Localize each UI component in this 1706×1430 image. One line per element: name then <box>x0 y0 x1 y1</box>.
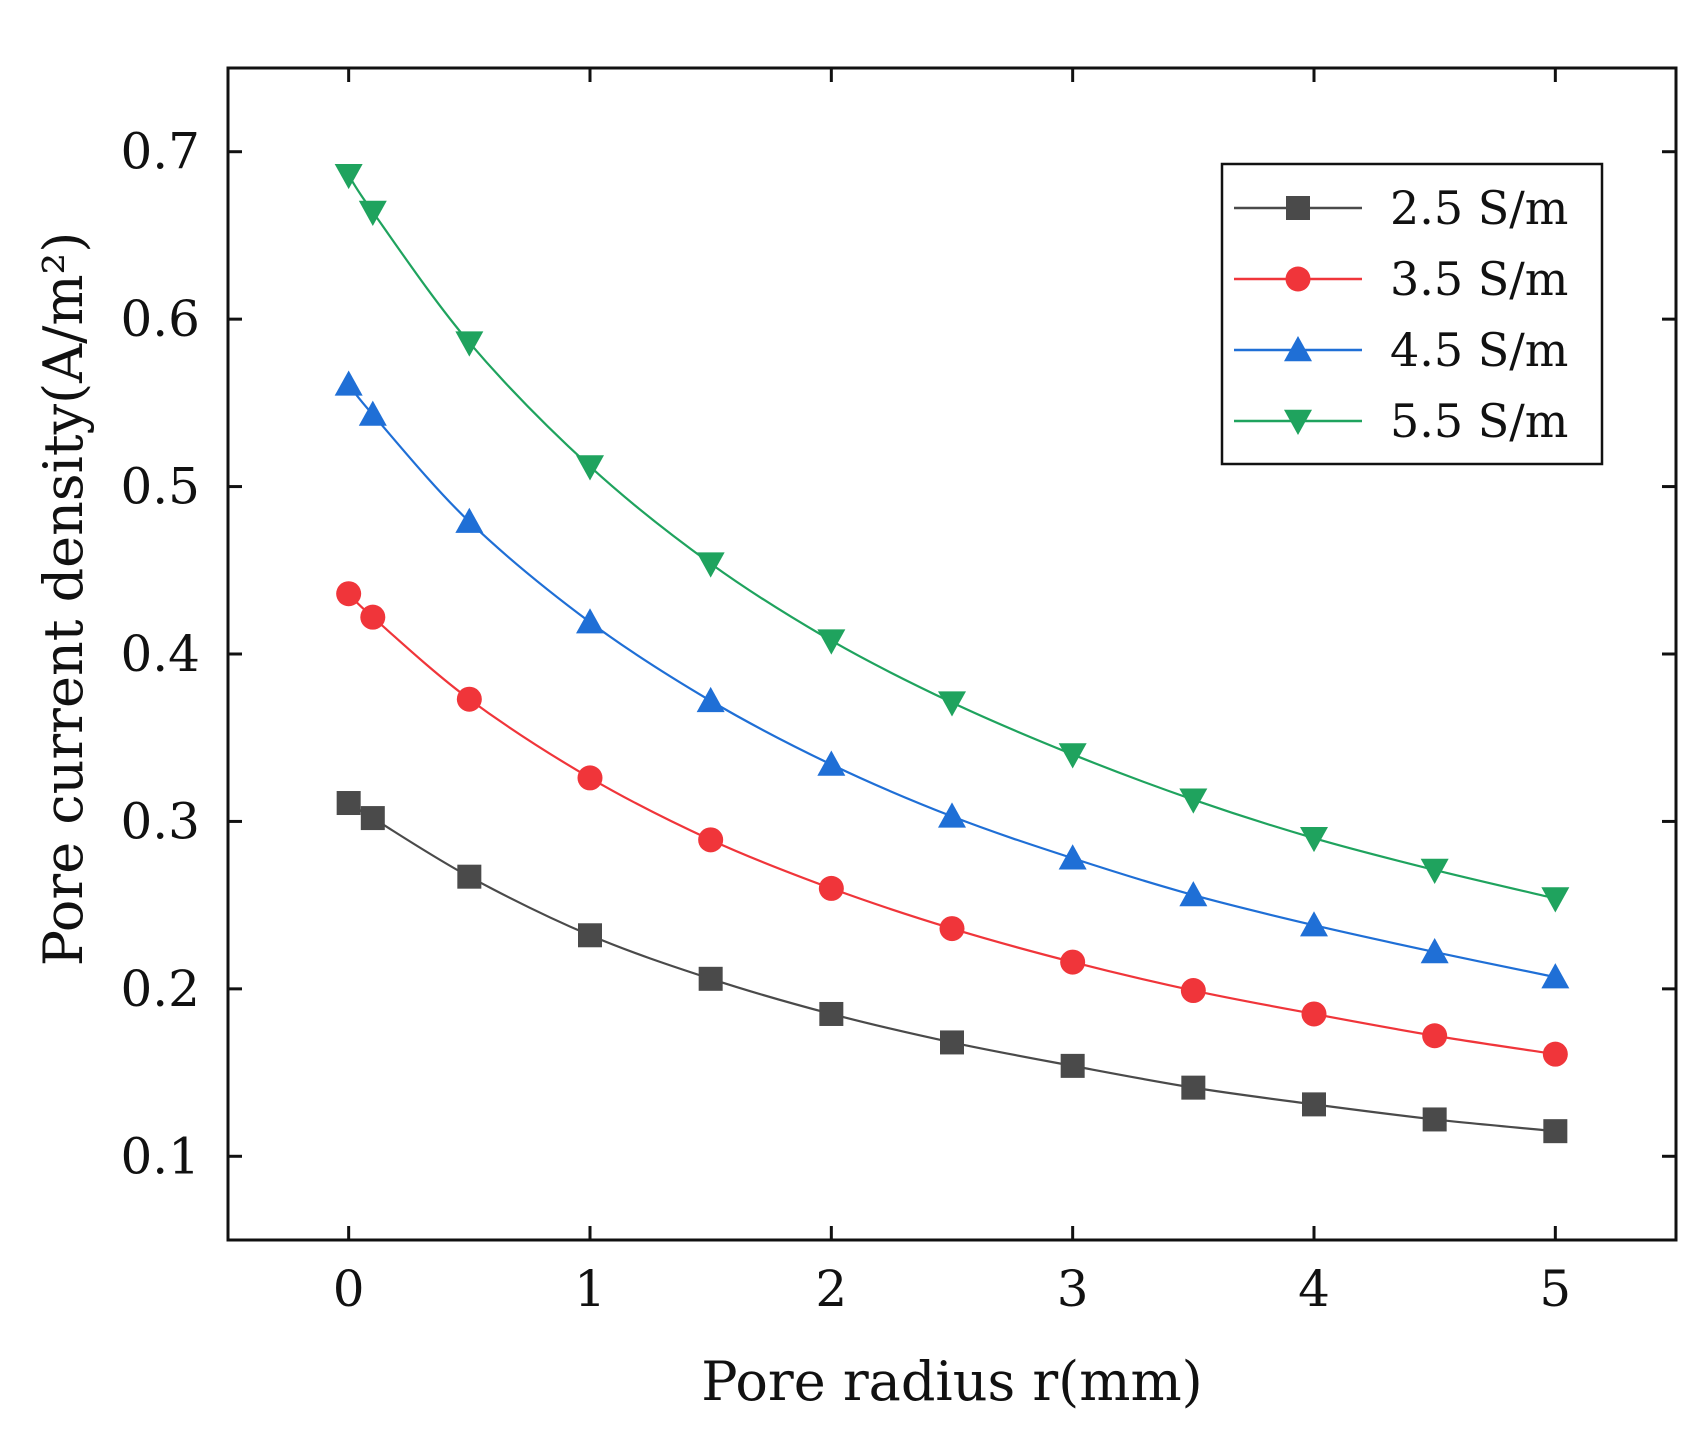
data-point <box>817 629 846 655</box>
series-4-5-s-m <box>334 370 1570 989</box>
series-3-5-s-m <box>336 581 1568 1067</box>
data-point <box>1058 743 1087 769</box>
data-point <box>456 686 482 712</box>
plot-area <box>334 163 1570 1144</box>
data-point <box>817 750 846 776</box>
data-point <box>578 923 602 948</box>
data-point <box>1541 887 1570 913</box>
legend-box <box>1220 162 1604 466</box>
data-point <box>1420 938 1449 964</box>
x-tick-label: 5 <box>1539 1260 1571 1318</box>
data-point <box>336 581 362 607</box>
data-point <box>1060 949 1086 975</box>
data-point <box>1422 1023 1448 1049</box>
data-point <box>696 552 725 578</box>
data-point <box>1302 1092 1326 1117</box>
data-point <box>1181 1075 1206 1100</box>
data-point <box>358 200 387 226</box>
data-point <box>1420 858 1449 884</box>
data-point <box>938 802 966 828</box>
y-tick-label: 0.5 <box>120 458 200 516</box>
data-point <box>1300 826 1328 853</box>
y-tick-label: 0.3 <box>120 792 200 850</box>
series-line <box>347 383 1556 979</box>
x-tick-label: 4 <box>1298 1260 1330 1318</box>
series-line <box>348 802 1556 1133</box>
x-tick-label: 3 <box>1057 1260 1089 1318</box>
data-point <box>1422 1107 1447 1132</box>
data-point <box>1060 1053 1085 1078</box>
data-point <box>939 916 965 942</box>
x-tick-label: 2 <box>815 1260 847 1318</box>
series-5-5-s-m <box>334 163 1570 913</box>
data-point <box>457 864 482 889</box>
data-point <box>334 163 363 190</box>
legend-label: 2.5 S/m <box>1390 181 1568 235</box>
y-tick-label: 0.6 <box>120 290 200 348</box>
legend-marker <box>1284 336 1312 362</box>
data-point <box>938 691 966 717</box>
data-point <box>1541 963 1570 989</box>
data-point <box>577 765 603 791</box>
data-point <box>1300 911 1328 937</box>
data-point <box>358 400 387 426</box>
data-point <box>698 966 723 991</box>
series-2-5-s-m <box>336 791 1568 1144</box>
legend-label: 5.5 S/m <box>1390 394 1568 448</box>
y-tick-label: 0.1 <box>120 1127 200 1185</box>
data-point <box>1301 1001 1327 1027</box>
data-point <box>455 331 484 357</box>
data-point <box>576 455 604 481</box>
data-point <box>1179 881 1208 907</box>
legend-marker <box>1284 409 1312 435</box>
data-point <box>818 875 844 901</box>
data-point <box>334 370 363 396</box>
x-tick-label: 0 <box>333 1260 365 1318</box>
data-point <box>336 791 361 816</box>
data-point <box>1543 1119 1568 1144</box>
data-point <box>940 1030 964 1055</box>
y-axis-title: Pore current density(A/m²) <box>32 232 95 967</box>
data-point <box>576 608 604 634</box>
axes: 0 1 2 3 4 5 0.1 0.2 0.3 0.4 0.5 0.6 0.7 <box>120 66 1678 1318</box>
data-point <box>1179 788 1208 814</box>
data-point <box>360 806 385 831</box>
data-point <box>698 827 724 853</box>
y-tick-label: 0.4 <box>120 625 200 683</box>
data-point <box>819 1001 844 1026</box>
legend: 2.5 S/m 3.5 S/m 4.5 S/m 5.5 S/m <box>1220 162 1604 466</box>
y-tick-label: 0.7 <box>120 123 200 181</box>
data-point <box>1542 1041 1568 1067</box>
data-point <box>1180 978 1206 1004</box>
data-point <box>455 507 484 533</box>
x-axis-title: Pore radius r(mm) <box>701 1350 1202 1413</box>
y-tick-label: 0.2 <box>120 960 200 1018</box>
x-tick-label: 1 <box>574 1260 606 1318</box>
legend-marker <box>1285 266 1311 292</box>
legend-label: 4.5 S/m <box>1390 323 1568 377</box>
legend-label: 3.5 S/m <box>1390 252 1568 306</box>
data-point <box>360 604 386 630</box>
legend-marker <box>1286 196 1310 220</box>
data-point <box>696 686 725 713</box>
data-point <box>1058 844 1087 870</box>
